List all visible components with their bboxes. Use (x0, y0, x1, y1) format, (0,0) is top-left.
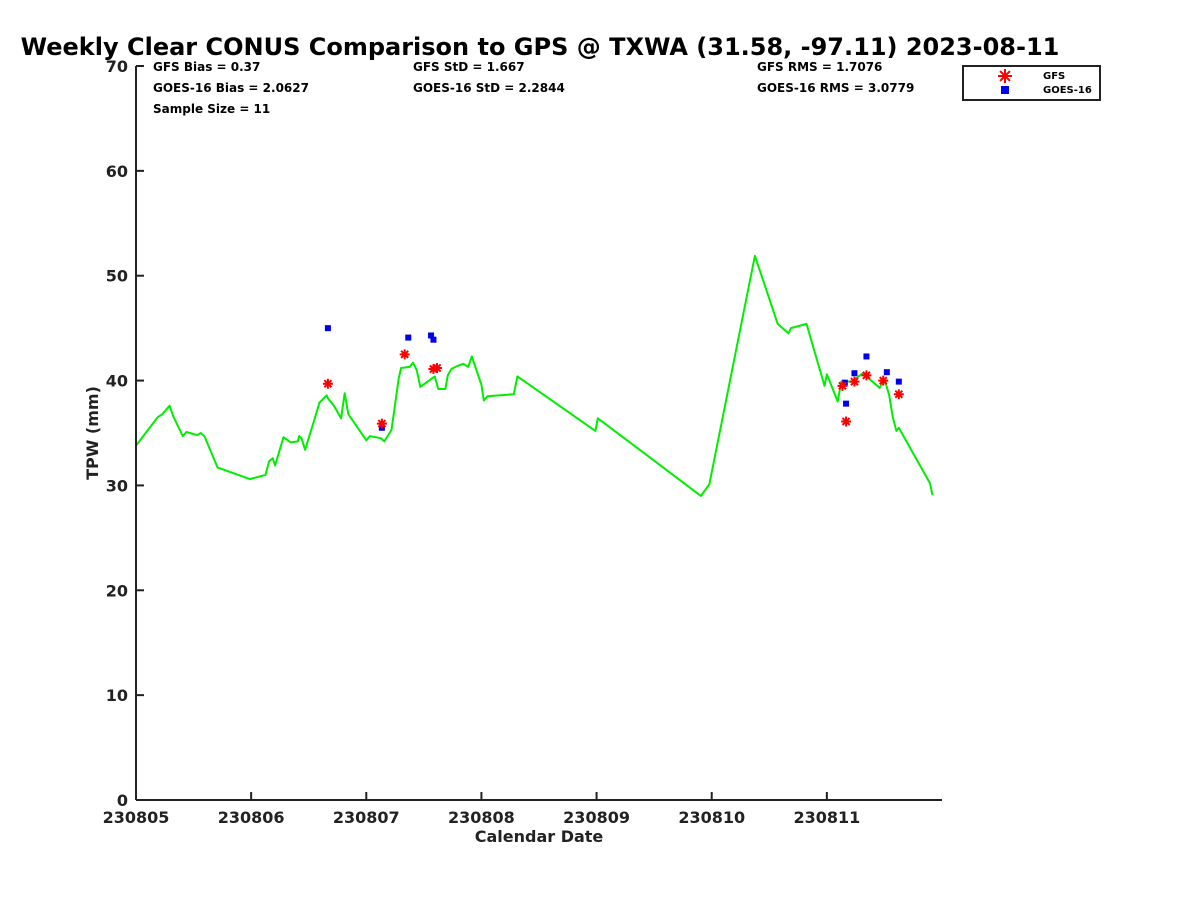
goes-data-point (843, 400, 850, 407)
gfs-data-point (893, 389, 904, 400)
stat-goes-bias: GOES-16 Bias = 2.0627 (153, 81, 309, 95)
x-tick-label: 230809 (563, 808, 630, 827)
y-axis-ticks: 0 10 20 30 40 50 60 70 (106, 57, 144, 810)
stat-gfs-bias: GFS Bias = 0.37 (153, 60, 260, 74)
legend-gfs-star-icon (998, 69, 1012, 83)
gfs-data-point (878, 375, 889, 386)
x-axis-ticks: 230805 230806 230807 230808 230809 230810 2308… (103, 792, 860, 827)
x-tick-label: 230807 (333, 808, 400, 827)
x-axis-label: Calendar Date (475, 827, 604, 846)
goes-data-point (324, 325, 331, 332)
y-tick-label: 40 (106, 372, 128, 391)
legend-goes-square-icon (1001, 86, 1009, 94)
gfs-data-point (849, 376, 860, 387)
chart-title: Weekly Clear CONUS Comparison to GPS @ T… (21, 33, 1060, 61)
x-tick-label: 230808 (448, 808, 515, 827)
goes-data-point (883, 369, 890, 376)
legend-gfs-star-mark (998, 69, 1012, 83)
stat-goes-std: GOES-16 StD = 2.2844 (413, 81, 565, 95)
legend: GFS GOES-16 (962, 65, 1101, 101)
stats-block: GFS Bias = 0.37 GOES-16 Bias = 2.0627 Sa… (153, 60, 914, 116)
goes-data-point (863, 353, 870, 360)
gfs-data-point (837, 380, 848, 391)
legend-gfs-label: GFS (1043, 71, 1065, 82)
goes-data-point (428, 332, 435, 339)
plot-area (135, 254, 934, 497)
legend-goes-label: GOES-16 (1043, 85, 1092, 96)
y-tick-label: 70 (106, 57, 128, 76)
legend-box (962, 65, 1101, 101)
goes-data-point (895, 378, 902, 385)
x-tick-label: 230811 (793, 808, 860, 827)
gfs-data-point (322, 378, 333, 389)
y-tick-label: 20 (106, 581, 128, 600)
goes-data-point (430, 336, 437, 343)
gfs-data-point (841, 416, 852, 427)
y-tick-label: 30 (106, 476, 128, 495)
gfs-data-point (376, 418, 387, 429)
y-tick-label: 60 (106, 162, 128, 181)
y-axis-label: TPW (mm) (83, 386, 102, 480)
x-tick-label: 230805 (103, 808, 170, 827)
y-tick-label: 0 (117, 791, 128, 810)
gfs-data-point (432, 362, 443, 373)
gfs-data-point (399, 349, 410, 360)
gfs-data-point (861, 370, 872, 381)
stat-goes-rms: GOES-16 RMS = 3.0779 (757, 81, 914, 95)
y-tick-label: 10 (106, 686, 128, 705)
y-tick-label: 50 (106, 267, 128, 286)
x-tick-label: 230806 (218, 808, 285, 827)
goes-data-point (851, 370, 858, 377)
stat-gfs-std: GFS StD = 1.667 (413, 60, 525, 74)
gps-series-line (135, 254, 934, 497)
goes-data-point (405, 334, 412, 341)
stat-sample-size: Sample Size = 11 (153, 102, 270, 116)
gfs-data-point (428, 364, 439, 375)
x-tick-label: 230810 (678, 808, 745, 827)
stat-gfs-rms: GFS RMS = 1.7076 (757, 60, 882, 74)
